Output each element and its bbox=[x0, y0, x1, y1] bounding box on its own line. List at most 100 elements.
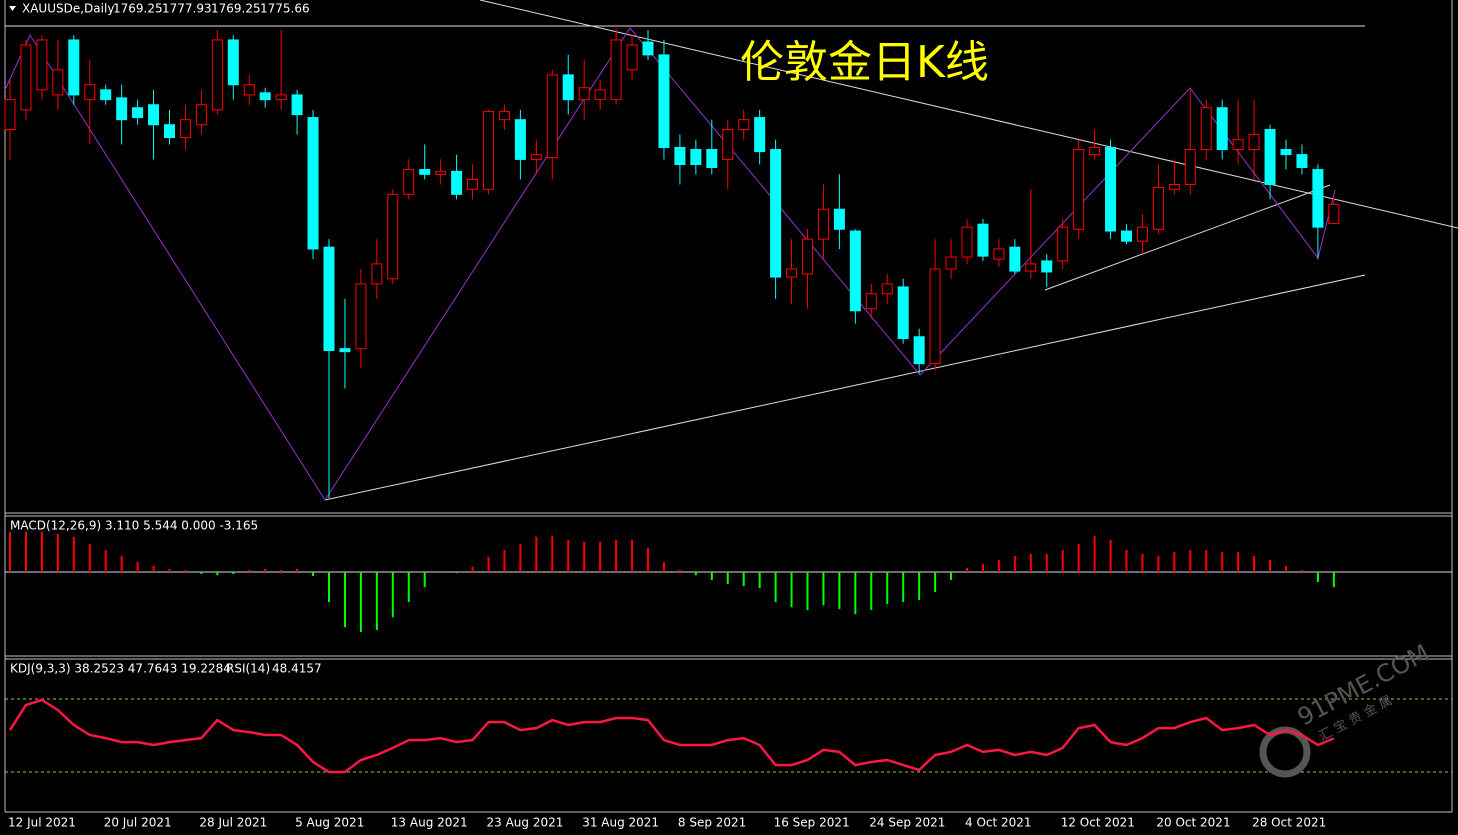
macd-bar bbox=[678, 570, 681, 572]
candle-body bbox=[977, 223, 989, 257]
macd-bar bbox=[296, 568, 299, 572]
macd-bar bbox=[1237, 552, 1240, 572]
candle-body bbox=[546, 74, 558, 159]
macd-bar bbox=[1205, 550, 1208, 572]
candle-body bbox=[467, 178, 479, 190]
macd-bar bbox=[567, 540, 570, 572]
candle-body bbox=[403, 169, 415, 195]
candle-body bbox=[100, 89, 112, 101]
candle-body bbox=[227, 39, 239, 86]
ohlc-value: 1777.93 bbox=[162, 2, 212, 16]
macd-bar bbox=[24, 532, 27, 572]
candle-body bbox=[68, 39, 80, 96]
candle-body bbox=[148, 104, 160, 126]
candle-body bbox=[1041, 260, 1053, 273]
macd-bar bbox=[312, 572, 315, 576]
macd-bar bbox=[950, 572, 953, 580]
candle-body bbox=[307, 117, 319, 250]
x-tick-label: 13 Aug 2021 bbox=[391, 816, 468, 830]
candle-body bbox=[913, 336, 925, 365]
candle-body bbox=[1152, 186, 1164, 230]
candle-body bbox=[498, 111, 510, 121]
candle-body bbox=[371, 263, 383, 285]
x-tick-label: 24 Sep 2021 bbox=[869, 816, 945, 830]
x-tick-label: 5 Aug 2021 bbox=[295, 816, 364, 830]
macd-bar bbox=[662, 562, 665, 572]
candle-body bbox=[1121, 230, 1132, 242]
macd-bar bbox=[40, 532, 43, 572]
macd-bar bbox=[391, 572, 394, 618]
candle-body bbox=[1073, 149, 1085, 230]
candle-body bbox=[658, 54, 670, 148]
candle-body bbox=[1280, 149, 1292, 156]
candle-body bbox=[770, 149, 782, 278]
macd-bar bbox=[455, 572, 458, 574]
x-tick-label: 28 Jul 2021 bbox=[199, 816, 267, 830]
macd-bar bbox=[1013, 556, 1016, 572]
candle-body bbox=[195, 104, 207, 126]
candle-body bbox=[754, 117, 766, 153]
macd-bar bbox=[9, 532, 11, 572]
candle-body bbox=[451, 170, 463, 195]
macd-bar bbox=[407, 572, 410, 602]
candle-body bbox=[1105, 146, 1117, 232]
symbol: XAUUSDe,Daily bbox=[22, 2, 114, 16]
trend-line bbox=[324, 274, 1366, 501]
macd-bar bbox=[1029, 554, 1032, 572]
candle-body bbox=[849, 230, 861, 312]
macd-bar bbox=[1157, 556, 1160, 572]
candle-body bbox=[1328, 203, 1340, 224]
macd-bar bbox=[599, 542, 602, 572]
candle-body bbox=[961, 226, 973, 258]
candle-body bbox=[323, 246, 335, 351]
legend-entry: RSI(14) bbox=[226, 662, 270, 676]
candle-body bbox=[817, 208, 829, 240]
macd-bar bbox=[710, 572, 713, 580]
trend-line bbox=[479, 0, 1458, 229]
candle-body bbox=[1057, 226, 1069, 262]
candle-body bbox=[132, 107, 144, 119]
macd-bar bbox=[519, 544, 522, 572]
macd-bar bbox=[152, 566, 155, 572]
candle-body bbox=[243, 84, 255, 96]
candle-body bbox=[1312, 169, 1324, 228]
candle-body bbox=[52, 69, 64, 96]
macd-bar bbox=[551, 536, 554, 572]
chart-title: 伦敦金日K线 bbox=[740, 37, 989, 88]
candle-body bbox=[530, 154, 542, 160]
macd-bar bbox=[742, 572, 745, 586]
candle-body bbox=[562, 74, 574, 101]
macd-bar bbox=[854, 572, 857, 614]
macd-bar bbox=[359, 572, 362, 632]
candle-body bbox=[116, 97, 128, 121]
x-tick-label: 12 Jul 2021 bbox=[8, 816, 76, 830]
candle-body bbox=[483, 111, 494, 190]
candle-body bbox=[1248, 134, 1260, 151]
candle-body bbox=[20, 44, 32, 111]
macd-bar bbox=[72, 536, 75, 572]
x-tick-label: 8 Sep 2021 bbox=[678, 816, 746, 830]
candle-body bbox=[786, 268, 798, 278]
macd-bar bbox=[790, 572, 793, 608]
trend-line bbox=[1044, 184, 1331, 291]
candle-body bbox=[514, 119, 526, 160]
x-tick-label: 31 Aug 2021 bbox=[582, 816, 659, 830]
x-tick-label: 23 Aug 2021 bbox=[487, 816, 564, 830]
macd-bar bbox=[1253, 556, 1256, 572]
candle-body bbox=[626, 44, 638, 71]
candle-body bbox=[339, 348, 351, 353]
macd-bar bbox=[1173, 552, 1176, 572]
macd-bar bbox=[583, 542, 586, 572]
macd-bar bbox=[216, 572, 219, 576]
macd-bar bbox=[343, 572, 346, 628]
candle-body bbox=[419, 169, 431, 175]
macd-bar bbox=[184, 570, 187, 572]
macd-bar bbox=[934, 572, 937, 592]
candle-body bbox=[275, 94, 287, 101]
kdj-title: KDJ(9,3,3) 38.2523 47.7643 19.2284 bbox=[10, 662, 231, 676]
candle-body bbox=[36, 39, 48, 91]
candle-body bbox=[881, 283, 893, 295]
x-tick-label: 12 Oct 2021 bbox=[1061, 816, 1135, 830]
